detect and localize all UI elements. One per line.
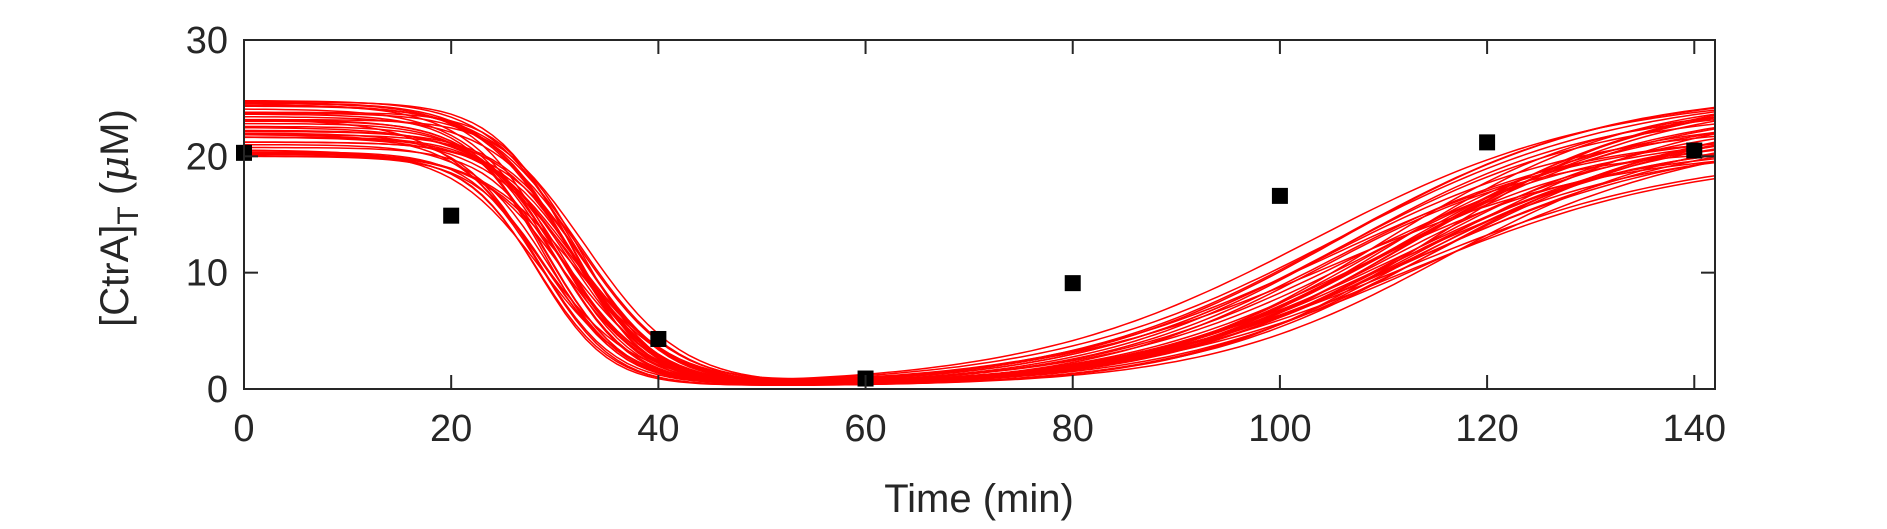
x-tick-label: 120 (1455, 408, 1518, 450)
simulated-curve (244, 107, 1715, 383)
x-tick-label: 0 (233, 408, 254, 450)
observed-point (1686, 142, 1703, 159)
y-axis-label-unit-mu: μ (92, 156, 138, 182)
y-axis-label-unit-close: M) (93, 109, 137, 156)
y-tick-label: 10 (186, 253, 228, 295)
axes-box (243, 39, 1716, 390)
x-tick-label: 140 (1663, 408, 1726, 450)
y-tick-label: 30 (186, 20, 228, 62)
x-axis: 0 20 40 60 80 100 120 140 (233, 40, 1726, 450)
y-axis-label-unit-open: ( (93, 181, 137, 206)
observed-point (650, 330, 667, 347)
x-tick-label: 80 (1052, 408, 1094, 450)
y-axis-label: [CtrA]T (μM) (92, 109, 145, 327)
observed-point (1064, 275, 1081, 292)
observed-markers (236, 134, 1703, 387)
y-tick-label: 0 (207, 369, 228, 411)
observed-point (443, 207, 460, 224)
y-axis-label-main: [CtrA] (93, 225, 137, 327)
simulated-curve (244, 114, 1715, 386)
simulated-curve (244, 111, 1715, 380)
y-tick-label: 20 (186, 136, 228, 178)
x-tick-label: 40 (637, 408, 679, 450)
simulated-curves (244, 99, 1715, 387)
y-axis: 0 10 20 30 (186, 20, 1715, 411)
observed-point (1479, 134, 1496, 151)
simulated-curve (244, 132, 1715, 385)
x-tick-label: 100 (1248, 408, 1311, 450)
x-axis-label: Time (min) (884, 477, 1074, 521)
simulated-curve (244, 133, 1715, 383)
observed-point (1271, 187, 1288, 204)
y-axis-label-subscript: T (112, 206, 145, 224)
x-tick-label: 60 (844, 408, 886, 450)
simulated-curve (244, 111, 1715, 384)
x-tick-label: 20 (430, 408, 472, 450)
